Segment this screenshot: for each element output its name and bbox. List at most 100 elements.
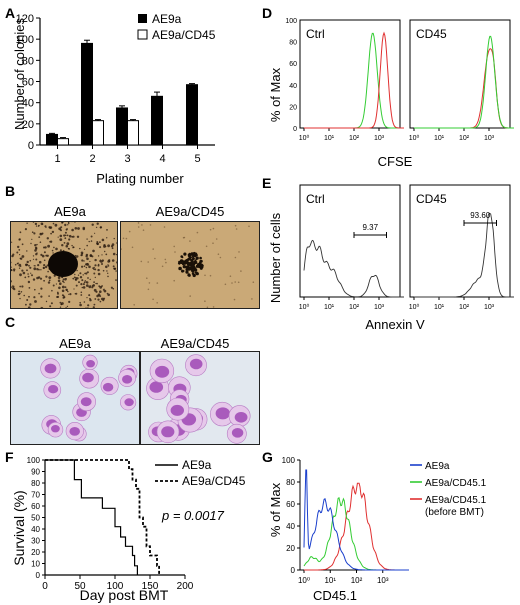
panel-e-ctrl-xtick-label: 10¹ bbox=[324, 304, 335, 311]
colony-cell bbox=[53, 246, 55, 249]
small-colony-cell bbox=[199, 267, 203, 270]
colony-cell bbox=[11, 254, 14, 258]
colony-cell bbox=[79, 247, 81, 250]
colony-cell bbox=[64, 231, 67, 234]
colony-cell bbox=[71, 228, 74, 232]
colony-cell bbox=[86, 281, 89, 284]
colony-cell bbox=[111, 247, 114, 250]
colony-cell bbox=[97, 263, 100, 266]
small-colony-cell bbox=[183, 252, 187, 256]
colony-cell bbox=[80, 283, 83, 286]
colony-cell bbox=[33, 267, 37, 271]
small-colony-cell bbox=[194, 261, 198, 265]
colony-cell bbox=[74, 273, 76, 276]
cell-nucleus bbox=[48, 385, 59, 394]
colony-cell bbox=[65, 244, 69, 248]
panel-f-ytick-label: 90 bbox=[31, 468, 40, 477]
colony-cell bbox=[44, 225, 47, 228]
panel-d-cd45-xtick-label: 10⁰ bbox=[409, 134, 420, 142]
colony-cell bbox=[19, 257, 21, 260]
small-colony-cell bbox=[200, 260, 202, 262]
colony-cell bbox=[94, 298, 97, 300]
colony-cell bbox=[113, 267, 117, 270]
panel-b-left-title: AE9a bbox=[54, 204, 87, 219]
scattered-cell bbox=[133, 304, 135, 306]
legend-label-ae9a-cd45: AE9a/CD45 bbox=[152, 28, 216, 42]
small-colony-cell bbox=[178, 266, 182, 271]
scattered-cell bbox=[209, 228, 212, 231]
scattered-cell bbox=[128, 230, 131, 233]
colony-cell bbox=[99, 241, 101, 244]
colony-cell bbox=[74, 278, 78, 281]
colony-cell bbox=[18, 267, 21, 269]
colony-cell bbox=[76, 277, 79, 280]
colony-cell bbox=[99, 285, 103, 289]
colony-cell bbox=[97, 272, 101, 276]
colony-cell bbox=[27, 280, 31, 284]
colony-cell bbox=[84, 272, 86, 275]
small-colony-cell bbox=[192, 256, 195, 259]
small-colony-cell bbox=[199, 256, 202, 260]
colony-cell bbox=[40, 306, 44, 308]
scattered-cell bbox=[206, 306, 209, 308]
panel-d-ctrl-red-curve bbox=[304, 31, 404, 129]
colony-cell bbox=[86, 297, 88, 299]
colony-cell bbox=[106, 237, 108, 239]
colony-cell bbox=[28, 264, 30, 267]
colony-cell bbox=[51, 249, 54, 252]
colony-cell bbox=[106, 229, 108, 231]
colony-cell bbox=[99, 290, 102, 293]
bar-ae9a-2 bbox=[81, 42, 93, 146]
colony-cell bbox=[102, 299, 105, 302]
survival-curve-ae9a-cd45 bbox=[45, 459, 160, 575]
panel-f-pvalue: p = 0.0017 bbox=[161, 508, 225, 523]
colony-cell bbox=[67, 222, 70, 223]
panel-g-legend-ae9a: AE9a bbox=[425, 461, 450, 472]
scattered-cell bbox=[147, 288, 150, 291]
scattered-cell bbox=[212, 242, 214, 244]
colony-cell bbox=[69, 293, 72, 296]
colony-cell bbox=[48, 295, 50, 297]
small-colony-cell bbox=[184, 259, 188, 263]
scattered-cell bbox=[240, 270, 242, 272]
colony-cell bbox=[78, 281, 80, 284]
colony-cell bbox=[94, 264, 97, 267]
scattered-cell bbox=[238, 251, 240, 253]
colony-cell bbox=[59, 306, 62, 308]
panel-d-ctrl-green-curve bbox=[304, 32, 404, 129]
colony-cell bbox=[107, 293, 110, 297]
small-colony-cell bbox=[186, 263, 188, 265]
scattered-cell bbox=[173, 245, 175, 248]
colony-cell bbox=[112, 265, 115, 268]
colony-cell bbox=[75, 284, 78, 287]
colony-cell bbox=[77, 274, 80, 276]
colony-cell bbox=[45, 300, 48, 303]
panel-a-xtick-label: 1 bbox=[54, 153, 60, 165]
colony-cell bbox=[27, 273, 29, 275]
colony-cell bbox=[26, 269, 28, 272]
colony-cell bbox=[85, 307, 87, 308]
panel-e-ctrl-curve bbox=[303, 239, 404, 298]
colony-cell bbox=[101, 254, 103, 256]
small-colony-cell bbox=[187, 273, 191, 277]
panel-d-ctrl-ytick-label: 100 bbox=[285, 18, 297, 25]
colony-cell bbox=[87, 277, 89, 279]
colony-cell bbox=[99, 295, 102, 298]
panel-f-ytick-label: 70 bbox=[31, 491, 40, 500]
panel-g-xlabel: CD45.1 bbox=[313, 588, 357, 603]
colony-cell bbox=[50, 302, 53, 305]
panel-g-xtick-label: 10¹ bbox=[324, 576, 336, 585]
panel-e-cd45-tag: CD45 bbox=[416, 192, 447, 206]
panel-d-ctrl-xtick-label: 10⁰ bbox=[299, 134, 310, 142]
scattered-cell bbox=[164, 258, 167, 261]
panel-c-left-title: AE9a bbox=[59, 336, 92, 351]
panel-d-cd45-xtick-label: 10¹ bbox=[434, 135, 445, 142]
scattered-cell bbox=[137, 222, 140, 224]
colony-cell bbox=[31, 231, 34, 233]
colony-cell bbox=[55, 283, 58, 285]
colony-cell bbox=[40, 295, 43, 298]
scattered-cell bbox=[251, 298, 253, 300]
panel-a-xtick-label: 5 bbox=[194, 153, 200, 165]
colony-cell bbox=[31, 238, 33, 240]
colony-cell bbox=[79, 301, 81, 304]
